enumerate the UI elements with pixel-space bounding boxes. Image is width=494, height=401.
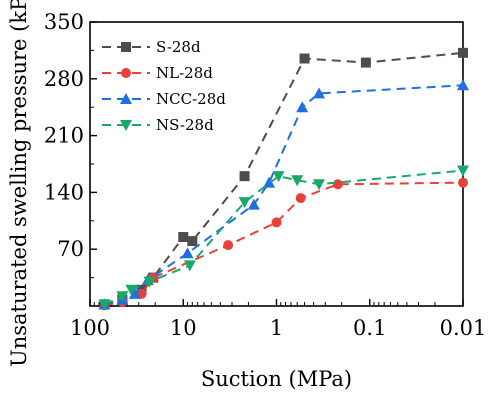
data-point <box>247 198 260 210</box>
data-point <box>313 87 326 99</box>
legend-label: NL-28d <box>156 64 213 82</box>
data-point <box>223 240 234 251</box>
data-point <box>125 284 138 296</box>
legend-marker <box>121 68 131 78</box>
x-tick-label: 0.1 <box>353 316 386 340</box>
legend-label: NS-28d <box>156 116 214 134</box>
legend-label: NCC-28d <box>156 90 226 108</box>
data-point <box>98 299 111 311</box>
data-point <box>458 47 468 58</box>
y-tick-label: 350 <box>44 10 84 34</box>
legend-entry-NCC-28d: NCC-28d <box>102 90 226 108</box>
data-point <box>178 232 189 243</box>
x-tick-label: 10 <box>170 316 197 340</box>
series-line <box>104 181 464 307</box>
data-point <box>360 57 371 68</box>
legend-entry-NL-28d: NL-28d <box>102 64 213 82</box>
data-point <box>181 247 194 259</box>
y-axis-label: Unsaturated swelling pressure (kPa) <box>7 0 31 367</box>
data-point <box>128 287 141 299</box>
data-point <box>271 217 282 228</box>
series-NL-28d <box>99 177 468 311</box>
legend-entry-NS-28d: NS-28d <box>102 116 214 134</box>
data-point <box>457 165 469 177</box>
y-tick-label: 280 <box>44 67 84 91</box>
data-point <box>458 177 468 188</box>
data-point <box>116 291 129 303</box>
legend-marker <box>121 42 131 52</box>
y-tick-label: 70 <box>57 237 84 261</box>
data-point <box>183 260 196 272</box>
data-point <box>296 101 309 113</box>
data-point <box>272 171 285 183</box>
legend-marker <box>120 120 132 131</box>
series-S-28d <box>99 47 468 310</box>
series-NS-28d <box>98 165 469 311</box>
legend-entry-S-28d: S-28d <box>102 38 201 56</box>
data-point <box>295 193 306 204</box>
data-point <box>143 276 156 288</box>
axes: 100 10 1 0.1 0.01 70 140 210 280 350 Suction (MPa)… <box>7 0 486 391</box>
legend: S-28d NL-28d NCC-28d NS-28d <box>102 38 226 134</box>
x-tick-label: 1 <box>270 316 283 340</box>
data-point <box>299 53 310 64</box>
data-point <box>187 236 198 247</box>
x-axis-label: Suction (MPa) <box>201 367 352 391</box>
data-point <box>239 171 250 182</box>
data-point <box>263 176 276 188</box>
data-point <box>332 179 343 190</box>
series-line <box>104 169 464 306</box>
legend-label: S-28d <box>156 38 201 56</box>
data-point <box>238 197 251 209</box>
y-tick-label: 140 <box>44 180 84 204</box>
series-layer <box>98 47 469 311</box>
x-tick-label: 100 <box>70 316 110 340</box>
legend-marker <box>120 93 132 104</box>
x-tick-label: 0.01 <box>440 316 487 340</box>
data-point <box>291 175 304 187</box>
y-tick-label: 210 <box>44 124 84 148</box>
data-point <box>457 79 469 91</box>
data-point <box>313 179 326 191</box>
